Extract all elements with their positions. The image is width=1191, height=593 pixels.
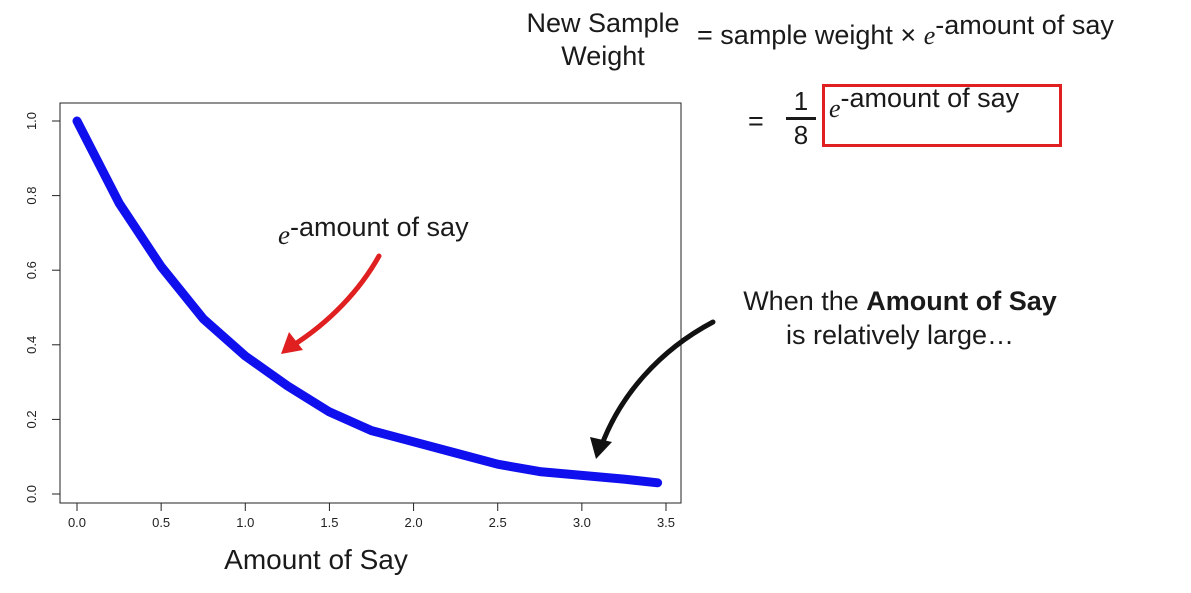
x-axis-label: Amount of Say — [224, 544, 408, 575]
y-axis: 0.0 0.2 0.4 0.6 0.8 1.0 — [24, 112, 61, 503]
y-tick-label: 0.4 — [24, 336, 39, 354]
x-tick-label: 2.0 — [405, 515, 423, 530]
note-prefix: When the — [743, 286, 867, 316]
x-tick-label: 1.0 — [236, 515, 254, 530]
large-note-arrowhead — [590, 437, 612, 459]
x-tick-label: 1.5 — [320, 515, 338, 530]
plot-frame — [59, 102, 682, 504]
fraction-bar — [786, 117, 816, 120]
equation-times: × — [900, 20, 917, 50]
note-bold: Amount of Say — [866, 286, 1057, 316]
large-amount-note: When the Amount of Say is relatively lar… — [700, 284, 1100, 352]
series-line — [72, 116, 663, 488]
curve-annotation-exponent: -amount of say — [290, 212, 469, 242]
x-tick-label: 3.5 — [657, 515, 675, 530]
y-tick-label: 1.0 — [24, 112, 39, 130]
y-tick-label: 0.6 — [24, 261, 39, 279]
fraction-numerator: 1 — [793, 86, 809, 116]
x-axis: 0.0 0.5 1.0 1.5 2.0 2.5 3.0 3.5 — [68, 502, 675, 530]
equation-rhs: = sample weight × e-amount of say — [697, 10, 1114, 54]
x-tick-label: 0.5 — [152, 515, 170, 530]
fraction-denominator: 8 — [793, 120, 809, 150]
y-tick-label: 0.8 — [24, 187, 39, 205]
y-tick-label: 0.0 — [24, 485, 39, 503]
x-tick-label: 0.0 — [68, 515, 86, 530]
equation-fraction: 1 8 — [786, 86, 816, 150]
boxed-exponent: -amount of say — [840, 83, 1020, 113]
equation-equals: = — [697, 20, 713, 50]
equation-second-equals: = — [748, 106, 764, 136]
large-note-arrow — [598, 319, 716, 450]
equation-lhs: New Sample Weight — [526, 8, 680, 71]
equation-e: e — [923, 21, 936, 50]
curve-annotation-e: e — [278, 220, 290, 250]
y-tick-label: 0.2 — [24, 410, 39, 428]
x-tick-label: 2.5 — [489, 515, 507, 530]
boxed-e: e — [829, 94, 841, 123]
highlighted-term-box: e-amount of say — [822, 83, 1062, 147]
x-tick-label: 3.0 — [573, 515, 591, 530]
curve-annotation: e-amount of say — [278, 212, 469, 250]
note-line2: is relatively large… — [785, 320, 1015, 350]
curve-annotation-arrow — [289, 253, 382, 349]
equation-sample-weight: sample weight — [720, 20, 893, 50]
equation-exponent: -amount of say — [935, 10, 1114, 40]
curve-annotation-arrowhead — [281, 332, 303, 354]
